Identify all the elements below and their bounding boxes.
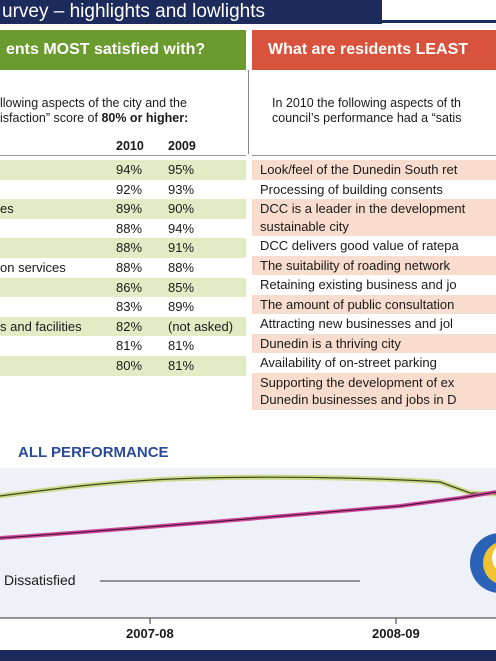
value-2009: 88% [168,260,195,275]
value-2010: 83% [116,299,143,315]
row-text: Processing of building consents [260,181,443,197]
value-2009: 81% [168,338,195,354]
page-title: urvey – highlights and lowlights [0,0,382,24]
intro-line: isfaction” score of 80% or higher: [0,111,246,126]
row-text: DCC delivers good value of ratepa [260,238,459,253]
row-text: Dunedin is a thriving city [260,335,401,351]
performance-title: ALL PERFORMANCE [18,444,169,461]
value-2010: 88% [116,240,143,256]
value-2010: 88% [116,260,143,275]
x-label: 2008-09 [372,626,420,641]
most-intro: llowing aspects of the city and the isfa… [0,96,246,126]
rule [0,155,246,156]
most-heading: ents MOST satisfied with? [0,30,246,70]
x-label: 2007-08 [126,626,174,641]
row-shade [0,356,246,376]
row-shade [0,238,246,258]
intro-line: In 2010 the following aspects of th [272,96,462,110]
row-shade [0,277,246,298]
value-2010: 92% [116,181,143,197]
row-shade [0,316,246,337]
row-shade [252,160,496,180]
intro-end: : [184,111,189,125]
value-2010: 88% [116,220,143,236]
value-2009: 94% [168,220,195,236]
value-2009: 93% [168,181,195,197]
value-2009: 90% [168,201,195,217]
value-2010: 80% [116,358,143,373]
row-text: Retaining existing business and jo [260,277,457,292]
intro-line: llowing aspects of the city and the [0,96,187,110]
divider [248,70,249,154]
col-head: 2009 [168,139,196,153]
rule [252,155,496,156]
value-2010: 89% [116,201,143,217]
value-2009: (not asked) [168,318,234,334]
bottom-bar [0,650,496,661]
row-text: DCC is a leader in the development [260,201,466,216]
row-label: s and facilities [0,318,82,334]
value-2009: 85% [168,279,195,295]
title-rule [382,20,496,23]
intro-line: council’s performance had a “satis [272,111,462,125]
performance-chart [0,468,496,661]
value-2009: 89% [168,299,195,315]
value-2009: 95% [168,162,195,177]
intro-text: isfaction” score of [0,111,102,125]
row-text: The suitability of roading network [260,257,451,273]
least-intro: In 2010 the following aspects of th coun… [272,96,496,126]
row-shade [0,160,246,180]
row-shade [0,199,246,219]
row-label: on services [0,260,66,275]
value-2009: 81% [168,358,195,373]
row-shade [252,255,496,275]
logo [492,547,496,569]
row-text: Supporting the development of ex [260,374,455,390]
row-shade [252,199,496,236]
row-shade [252,372,496,410]
logo [483,542,496,584]
value-2010: 81% [116,338,143,354]
row-shade [252,333,496,353]
row-text: Availability of on-street parking [260,355,437,370]
row-text: sustainable city [260,218,349,234]
col-head: 2010 [116,139,144,153]
least-heading: What are residents LEAST [252,30,496,70]
satisfied-line-edge [0,476,496,497]
value-2010: 86% [116,279,143,295]
row-text: Look/feel of the Dunedin South ret [260,162,458,177]
row-text: Dunedin businesses and jobs in D [260,392,457,407]
value-2010: 94% [116,162,143,177]
row-text: The amount of public consultation [260,296,455,312]
row-label: es [0,201,14,217]
dissatisfied-line-edge [0,491,496,539]
series-label: Dissatisfied [4,572,76,588]
value-2010: 82% [116,318,143,334]
row-shade [252,294,496,314]
row-text: Attracting new businesses and jol [260,316,453,331]
chart-bg [0,468,496,618]
value-2009: 91% [168,240,195,256]
intro-bold: 80% or higher [101,111,185,125]
